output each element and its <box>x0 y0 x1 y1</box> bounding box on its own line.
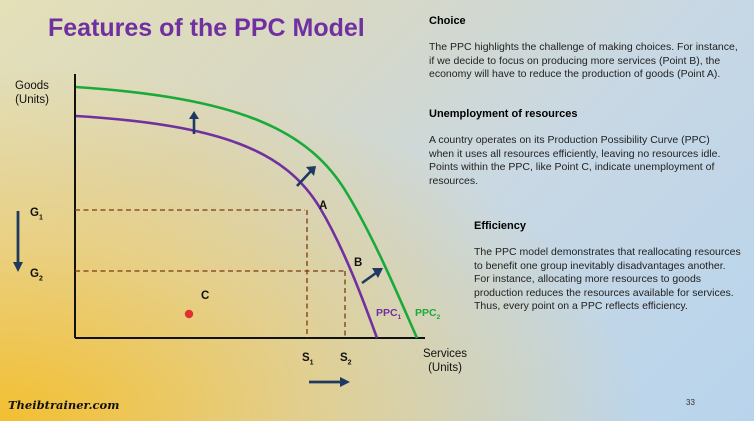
x-axis-label: Services (Units) <box>422 348 468 374</box>
efficiency-text: The PPC model demonstrates that realloca… <box>474 246 741 312</box>
unemployment-heading: Unemployment of resources <box>429 108 578 120</box>
s1-label: S1 <box>302 352 314 367</box>
goods-decrease-arrow <box>13 211 23 272</box>
shift-outward-arrow-lower <box>361 268 383 285</box>
brand-logo: Theibtrainer.com <box>8 398 120 412</box>
unemployment-text: A country operates on its Production Pos… <box>429 134 721 187</box>
page-number: 33 <box>686 398 695 407</box>
services-increase-arrow <box>309 377 350 387</box>
shift-outward-arrow-upper <box>296 166 316 187</box>
shift-up-arrow <box>189 111 199 134</box>
point-a-label: A <box>319 200 328 212</box>
s2-label: S2 <box>340 352 352 367</box>
g2-label: G2 <box>30 268 43 283</box>
ppc2-curve <box>75 85 419 339</box>
point-c-label: C <box>201 290 210 302</box>
efficiency-heading: Efficiency <box>474 220 526 232</box>
ppc1-curve <box>75 114 379 339</box>
ppc1-label: PPC1 <box>376 307 402 322</box>
choice-text: The PPC highlights the challenge of maki… <box>429 41 738 80</box>
point-c-marker <box>184 309 194 319</box>
point-b-label: B <box>354 257 363 269</box>
slide-title: Features of the PPC Model <box>48 14 365 42</box>
g1-label: G1 <box>30 207 43 222</box>
choice-heading: Choice <box>429 15 466 27</box>
y-axis-label: Goods (Units) <box>15 80 49 106</box>
ppc2-label: PPC2 <box>415 307 441 322</box>
